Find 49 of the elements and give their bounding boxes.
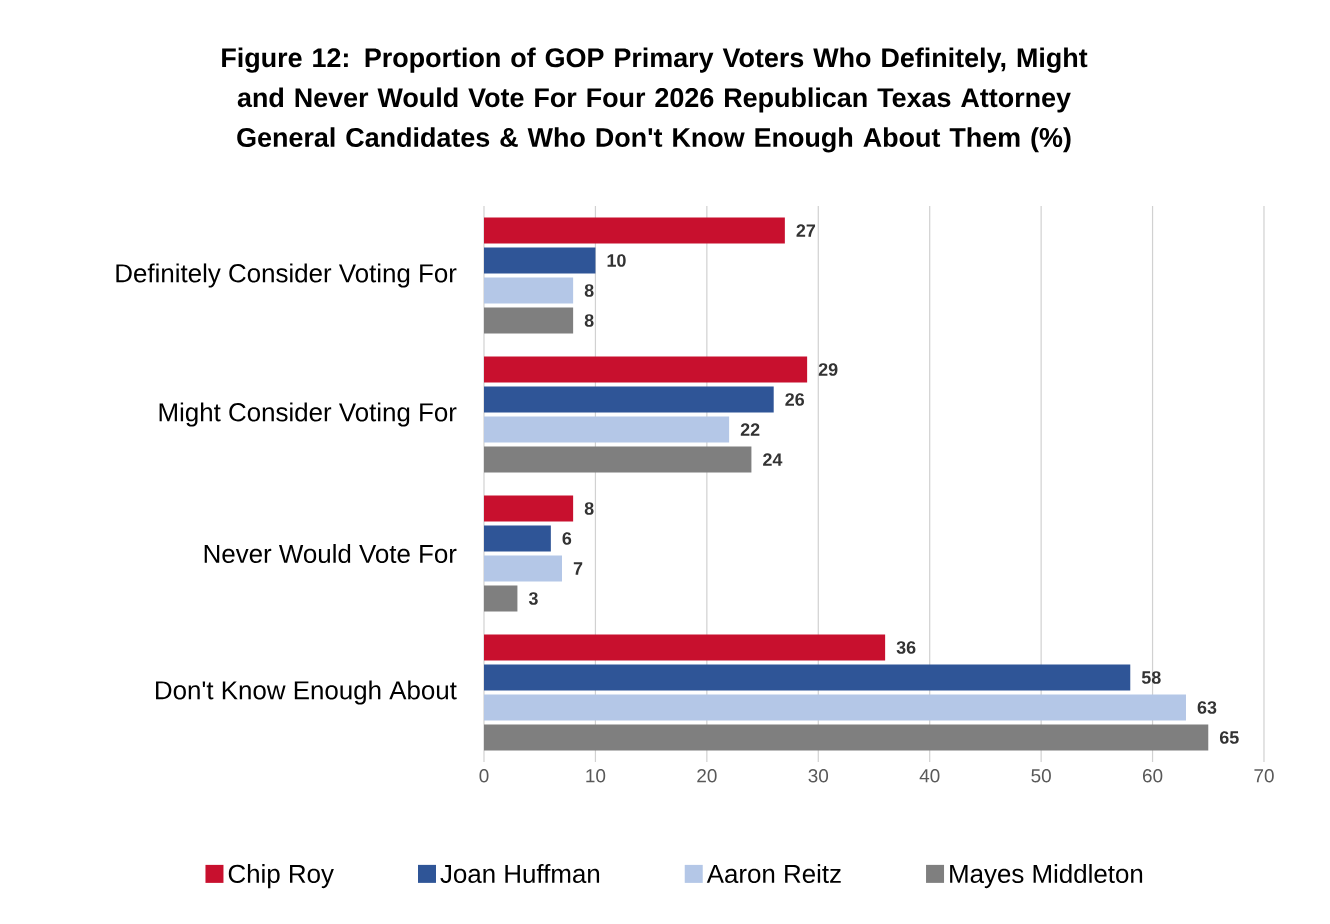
bar xyxy=(483,247,596,274)
bar xyxy=(483,555,562,582)
data-label: 27 xyxy=(796,224,816,237)
data-label: 3 xyxy=(528,592,538,605)
data-label: 8 xyxy=(584,502,594,515)
data-label: 6 xyxy=(562,532,572,545)
y-tick-label: Might Consider Voting For xyxy=(159,402,457,427)
data-label: 26 xyxy=(785,393,805,406)
bar xyxy=(483,525,551,552)
data-label: 29 xyxy=(818,363,838,376)
bar xyxy=(483,217,785,244)
y-tick-label: Definitely Consider Voting For xyxy=(116,263,457,288)
data-label: 8 xyxy=(584,284,594,297)
data-label: 7 xyxy=(573,562,583,575)
data-label: 65 xyxy=(1219,731,1239,744)
bar xyxy=(483,585,518,612)
bar xyxy=(483,634,886,661)
x-tick-label: 70 xyxy=(1254,769,1274,783)
y-tick-label: Never Would Vote For xyxy=(204,543,457,564)
data-label: 22 xyxy=(740,423,760,436)
legend-label: Aaron Reitz xyxy=(706,863,841,884)
bar xyxy=(483,386,774,413)
data-label: 36 xyxy=(896,641,916,654)
x-tick-label: 20 xyxy=(697,769,717,783)
bar xyxy=(483,495,574,522)
chart-title: Figure 12: Proportion of GOP Primary Voters Who Definitely, Might and Never Would Vote For Four 2026 Republican Texas Attorney General Candidates & Who Don't Know Enough About Them (%) xyxy=(222,47,1088,153)
bar xyxy=(483,446,752,473)
legend-label: Mayes Middleton xyxy=(950,863,1143,889)
data-label: 58 xyxy=(1141,671,1161,684)
data-label: 24 xyxy=(763,453,783,466)
x-tick-label: 0 xyxy=(479,769,489,783)
x-tick-label: 60 xyxy=(1143,769,1163,783)
bar xyxy=(483,694,1186,721)
bar xyxy=(483,664,1131,691)
y-tick-label: Don't Know Enough About xyxy=(156,680,457,705)
data-label: 63 xyxy=(1197,701,1217,714)
x-tick-label: 10 xyxy=(586,769,606,783)
bar xyxy=(483,307,574,334)
x-tick-label: 30 xyxy=(808,769,829,783)
bar xyxy=(483,277,574,304)
bar xyxy=(483,416,730,443)
data-label: 10 xyxy=(607,254,626,267)
bar xyxy=(483,356,808,383)
legend-label: Joan Huffman xyxy=(440,864,600,884)
legend-label: Chip Roy xyxy=(228,863,334,889)
x-tick-label: 40 xyxy=(919,769,940,783)
x-tick-label: 50 xyxy=(1031,769,1051,783)
data-label: 8 xyxy=(584,314,594,327)
bar xyxy=(483,724,1209,751)
